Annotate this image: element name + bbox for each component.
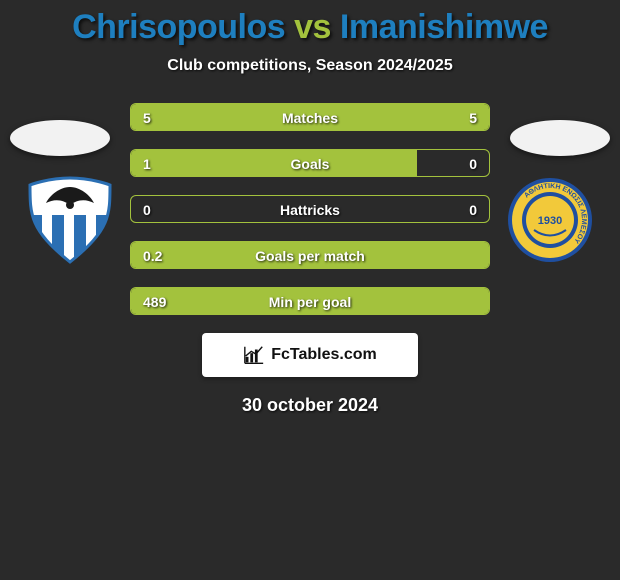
player-left-name: Chrisopoulos [72,8,285,46]
page-title: Chrisopoulos vs Imanishimwe [0,0,620,47]
right-club-badge: ΑΘΛΗΤΙΚΗ ΕΝΩΣΙΣ ΛΕΜΕΣΟΥ 1930 [500,175,600,265]
left-club-badge [20,175,120,265]
stat-label: Min per goal [131,288,489,315]
stat-row: 5Matches5 [130,103,490,131]
right-card-ellipse [510,120,610,156]
stat-row: 1Goals0 [130,149,490,177]
stat-row: 489Min per goal [130,287,490,315]
brand-text: FcTables.com [271,346,377,364]
stat-label: Hattricks [131,196,489,223]
stat-row: 0.2Goals per match [130,241,490,269]
stat-label: Matches [131,104,489,131]
subtitle: Club competitions, Season 2024/2025 [0,57,620,75]
left-card-ellipse [10,120,110,156]
bar-chart-icon [243,344,265,366]
ael-roundel-icon: ΑΘΛΗΤΙΚΗ ΕΝΩΣΙΣ ΛΕΜΕΣΟΥ 1930 [500,175,600,265]
stats-container: 5Matches51Goals00Hattricks00.2Goals per … [130,103,490,315]
badge-year: 1930 [538,215,562,227]
vs-word: vs [294,8,331,46]
player-right-name: Imanishimwe [340,8,548,46]
stat-label: Goals [131,150,489,177]
stat-value-right: 0 [469,196,477,223]
stat-value-right: 0 [469,150,477,177]
brand-box: FcTables.com [202,333,418,377]
stat-row: 0Hattricks0 [130,195,490,223]
stat-value-right: 5 [469,104,477,131]
anorthosis-shield-icon [20,175,120,265]
stat-label: Goals per match [131,242,489,269]
date-text: 30 october 2024 [0,395,620,416]
